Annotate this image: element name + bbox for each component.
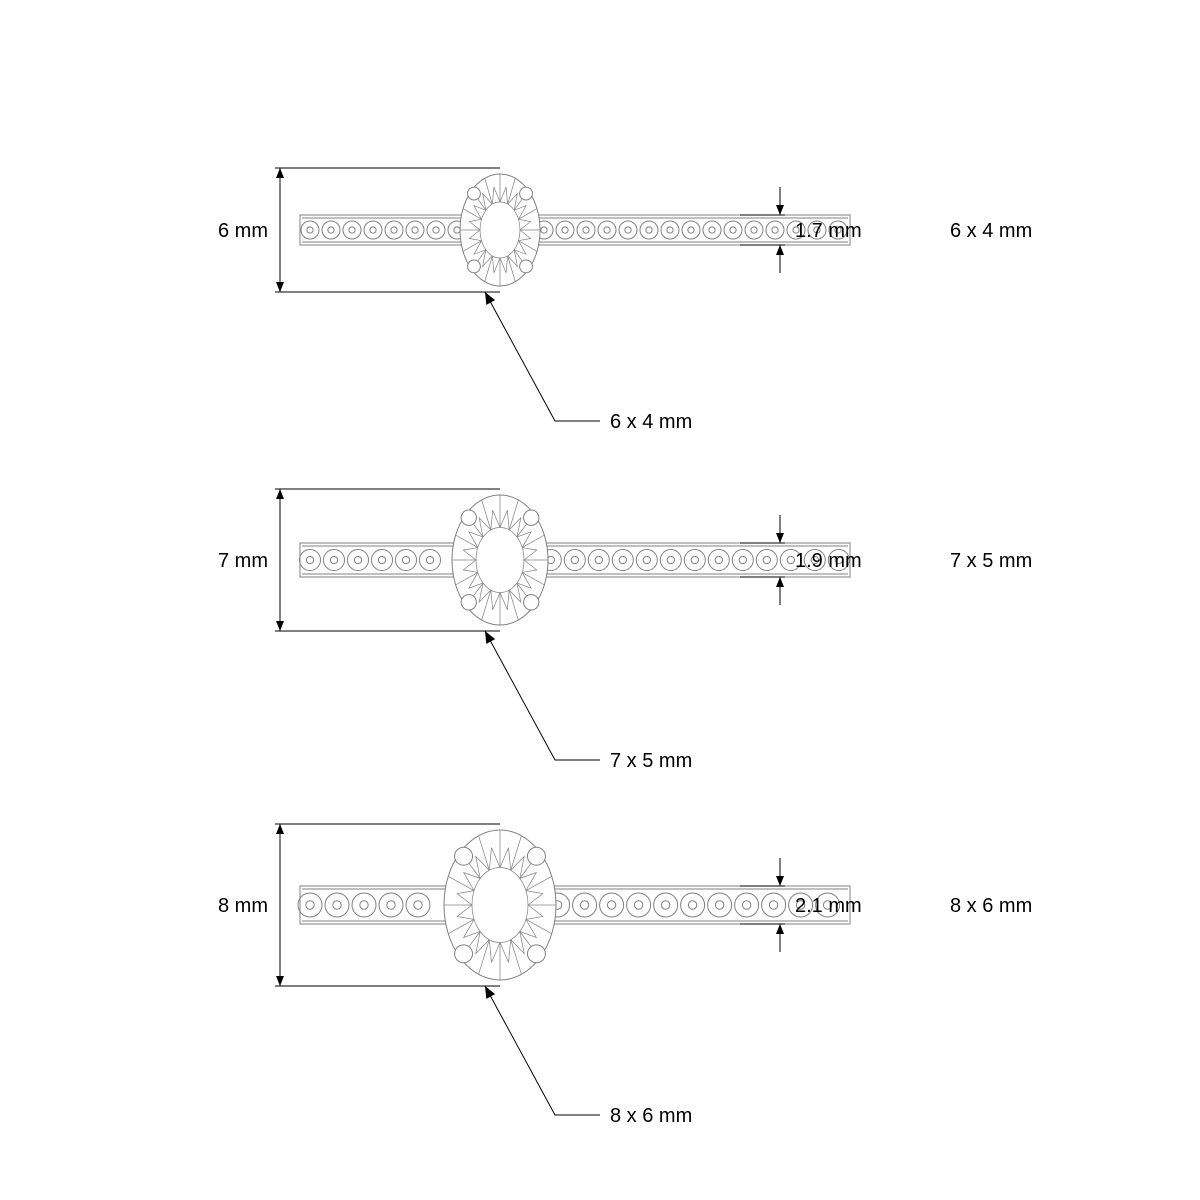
stone-height-label: 7 mm <box>218 550 268 572</box>
ring-dimension-diagram: 6 mm 1.7 mm 6 x 4 mm 6 x 4 mm 7 mm 1.9 mm 7 x … <box>0 0 1200 1200</box>
band-thickness-label: 1.9 mm <box>795 550 862 572</box>
band-thickness-label: 1.7 mm <box>795 220 862 242</box>
stone-height-label: 6 mm <box>218 220 268 242</box>
band-thickness-label: 2.1 mm <box>795 895 862 917</box>
variant-size-label: 7 x 5 mm <box>950 550 1032 572</box>
stone-size-pointer-label: 7 x 5 mm <box>610 750 692 772</box>
stone-size-pointer-label: 8 x 6 mm <box>610 1105 692 1127</box>
variant-size-label: 6 x 4 mm <box>950 220 1032 242</box>
stone-height-label: 8 mm <box>218 895 268 917</box>
variant-size-label: 8 x 6 mm <box>950 895 1032 917</box>
stone-size-pointer-label: 6 x 4 mm <box>610 411 692 433</box>
